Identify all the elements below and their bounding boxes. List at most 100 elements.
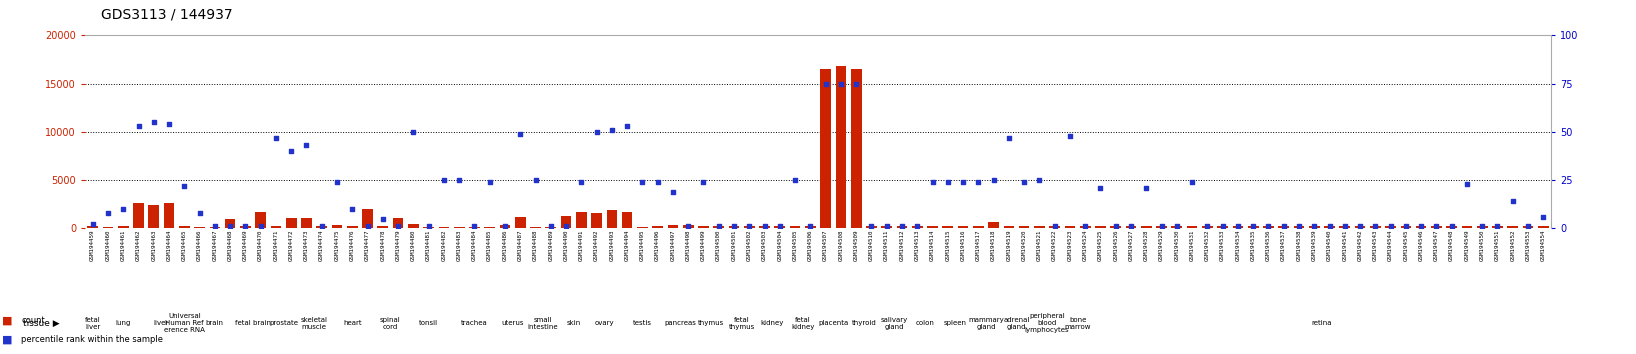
Bar	[576, 212, 587, 228]
Bar	[209, 227, 221, 228]
Bar	[1400, 227, 1412, 228]
Bar	[1538, 227, 1549, 228]
Bar	[667, 225, 679, 228]
Text: GSM194531: GSM194531	[1189, 230, 1194, 261]
Bar	[1186, 227, 1198, 228]
Point	[492, 224, 519, 229]
Point	[355, 224, 381, 229]
Text: GSM194486: GSM194486	[502, 230, 507, 261]
Point	[1057, 133, 1083, 138]
Point	[1317, 224, 1343, 229]
Text: GSM194538: GSM194538	[1296, 230, 1302, 261]
Point	[630, 179, 656, 185]
Text: spleen: spleen	[944, 320, 967, 326]
Bar	[1019, 227, 1029, 228]
Text: fetal
thymus: fetal thymus	[728, 316, 754, 330]
Point	[1180, 179, 1206, 185]
Point	[187, 210, 213, 216]
Text: GSM194545: GSM194545	[1404, 230, 1409, 261]
Text: GSM194505: GSM194505	[792, 230, 798, 261]
Bar	[515, 217, 525, 228]
Text: GSM194518: GSM194518	[991, 230, 996, 261]
Point	[507, 131, 533, 137]
Point	[324, 179, 350, 185]
Text: skin: skin	[566, 320, 581, 326]
Bar	[865, 227, 877, 228]
Bar	[1415, 227, 1427, 228]
Bar	[851, 69, 862, 228]
Text: GSM194539: GSM194539	[1312, 230, 1317, 261]
Text: GSM194512: GSM194512	[900, 230, 905, 261]
Bar	[195, 227, 204, 228]
Text: GSM194503: GSM194503	[762, 230, 767, 261]
Bar	[470, 227, 479, 228]
Point	[1255, 224, 1281, 229]
Text: GSM194508: GSM194508	[838, 230, 844, 261]
Text: tonsil: tonsil	[419, 320, 438, 326]
Text: thyroid: thyroid	[851, 320, 877, 326]
Point	[384, 224, 411, 229]
Point	[888, 224, 915, 229]
Point	[843, 81, 869, 86]
Bar	[1492, 227, 1503, 228]
Text: GSM194534: GSM194534	[1235, 230, 1240, 261]
Text: GSM194471: GSM194471	[273, 230, 278, 261]
Bar	[1461, 227, 1472, 228]
Text: GSM194482: GSM194482	[442, 230, 447, 261]
Text: kidney: kidney	[761, 320, 784, 326]
Point	[522, 177, 548, 183]
Point	[309, 224, 335, 229]
Point	[1530, 214, 1556, 219]
Text: GSM194510: GSM194510	[869, 230, 874, 261]
Point	[614, 123, 640, 129]
Point	[1515, 224, 1541, 229]
Text: GSM194473: GSM194473	[304, 230, 309, 261]
Text: liver: liver	[154, 320, 169, 326]
Point	[430, 177, 456, 183]
Text: GSM194522: GSM194522	[1052, 230, 1057, 261]
Point	[401, 129, 427, 135]
Bar	[1065, 227, 1075, 228]
Point	[218, 224, 244, 229]
Point	[1103, 224, 1129, 229]
Text: GSM194494: GSM194494	[625, 230, 630, 261]
Point	[721, 224, 748, 229]
Point	[1163, 224, 1189, 229]
Text: thymus: thymus	[699, 320, 725, 326]
Point	[659, 189, 685, 194]
Text: GSM194472: GSM194472	[288, 230, 294, 261]
Text: GSM194536: GSM194536	[1266, 230, 1271, 261]
Text: GSM194553: GSM194553	[1525, 230, 1531, 261]
Bar	[1278, 227, 1289, 228]
Text: pancreas: pancreas	[664, 320, 697, 326]
Point	[263, 135, 290, 141]
Bar	[301, 218, 312, 228]
Point	[1346, 224, 1373, 229]
Point	[996, 135, 1022, 141]
Text: GSM194490: GSM194490	[563, 230, 569, 261]
Bar	[393, 218, 404, 228]
Text: GSM194543: GSM194543	[1373, 230, 1378, 261]
Bar	[759, 227, 771, 228]
Text: salivary
gland: salivary gland	[880, 316, 908, 330]
Bar	[1094, 227, 1106, 228]
Bar	[1080, 227, 1091, 228]
Text: GSM194462: GSM194462	[136, 230, 141, 261]
Point	[339, 206, 365, 212]
Text: GSM194515: GSM194515	[946, 230, 951, 261]
Point	[1301, 224, 1327, 229]
Text: Universal
Human Ref
erence RNA: Universal Human Ref erence RNA	[164, 313, 204, 333]
Bar	[1507, 227, 1518, 228]
Bar	[1446, 227, 1458, 228]
Bar	[286, 218, 296, 228]
Text: mammary
gland: mammary gland	[969, 316, 1005, 330]
Point	[599, 127, 625, 133]
Text: GSM194483: GSM194483	[456, 230, 461, 261]
Text: spinal
cord: spinal cord	[380, 316, 401, 330]
Text: GSM194521: GSM194521	[1037, 230, 1042, 261]
Text: GSM194551: GSM194551	[1495, 230, 1500, 261]
Point	[1378, 224, 1404, 229]
Text: GSM194474: GSM194474	[319, 230, 324, 261]
Point	[1423, 224, 1449, 229]
Point	[232, 224, 258, 229]
